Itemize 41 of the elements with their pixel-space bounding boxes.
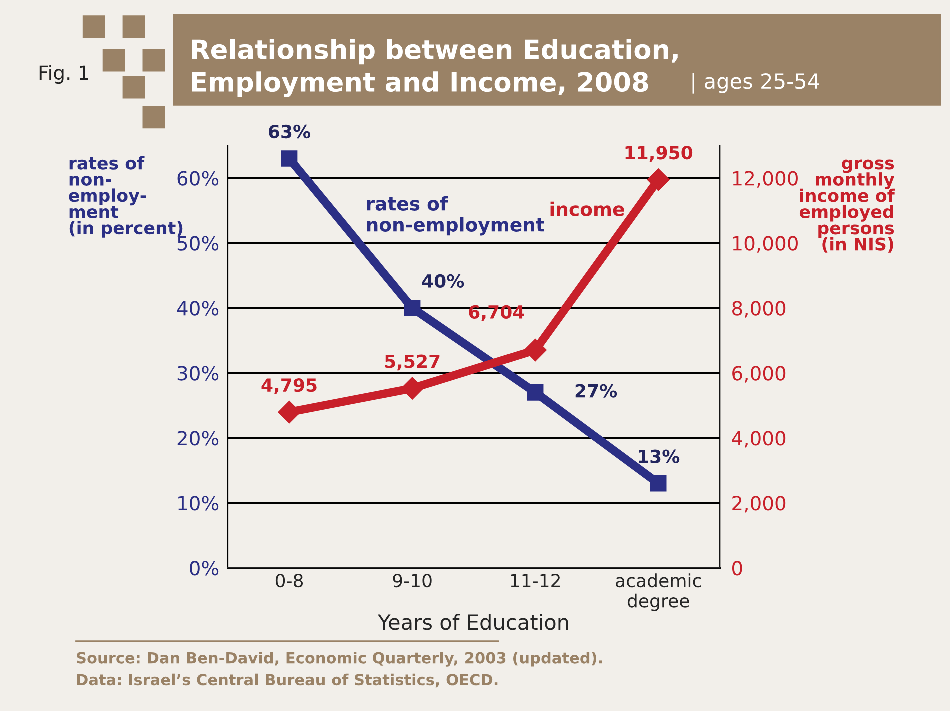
y-tick-label: 40%: [177, 301, 219, 316]
chart-subtitle: | ages 25-54: [692, 73, 820, 94]
point: [281, 150, 298, 167]
x-axis-title: Years of Education: [378, 614, 568, 630]
y-tick-label: 10%: [178, 496, 219, 511]
point: [401, 377, 424, 400]
x-tick-label: 0-8: [276, 574, 304, 588]
y2-tick-label: 2,000: [732, 496, 786, 513]
data-label: 27%: [576, 384, 618, 398]
y2-axis-title: gross monthly income of employed persons (in NIS): [800, 160, 896, 253]
x-tick-label: academic degree: [616, 574, 702, 612]
y-tick-label: 50%: [178, 236, 219, 251]
data-label: 5,527: [385, 354, 440, 371]
data-label: 4,795: [262, 378, 317, 394]
data-label: 6,704: [469, 305, 524, 322]
data-label: 40%: [422, 274, 464, 288]
y-tick-label: 30%: [178, 366, 219, 381]
data-label: 13%: [639, 450, 680, 464]
y2-tick-label: 12,000: [733, 171, 798, 188]
y2-tick-label: 8,000: [732, 301, 786, 318]
y2-tick-label: 4,000: [732, 431, 786, 448]
point: [527, 384, 544, 401]
point: [524, 338, 547, 362]
caption: Fig. 1: [40, 65, 88, 84]
y-tick-label: 0%: [190, 561, 219, 576]
x-tick-label: 9-10: [393, 574, 432, 588]
series-label: rates of non-employment: [367, 196, 544, 236]
y-tick-label: 20%: [178, 431, 219, 446]
point: [278, 400, 301, 424]
y2-tick-label: 10,000: [733, 236, 798, 253]
point: [404, 300, 421, 316]
data-label: 11,950: [626, 146, 693, 162]
chart-title: Relationship between Education, Employment and Income, 2008: [192, 39, 678, 98]
x-tick-label: 11-12: [511, 574, 560, 588]
data-label: 63%: [269, 124, 311, 139]
y2-tick-label: 6,000: [732, 366, 786, 383]
source-note: Source: Dan Ben-David, Economic Quarterly, 2003 (updated). Data: Israel’s Central Bureau of Statistics, OECD.: [77, 652, 602, 688]
series-label: income: [550, 202, 624, 216]
y2-tick-label: 0: [732, 561, 742, 576]
point: [647, 168, 670, 192]
point: [650, 475, 667, 492]
